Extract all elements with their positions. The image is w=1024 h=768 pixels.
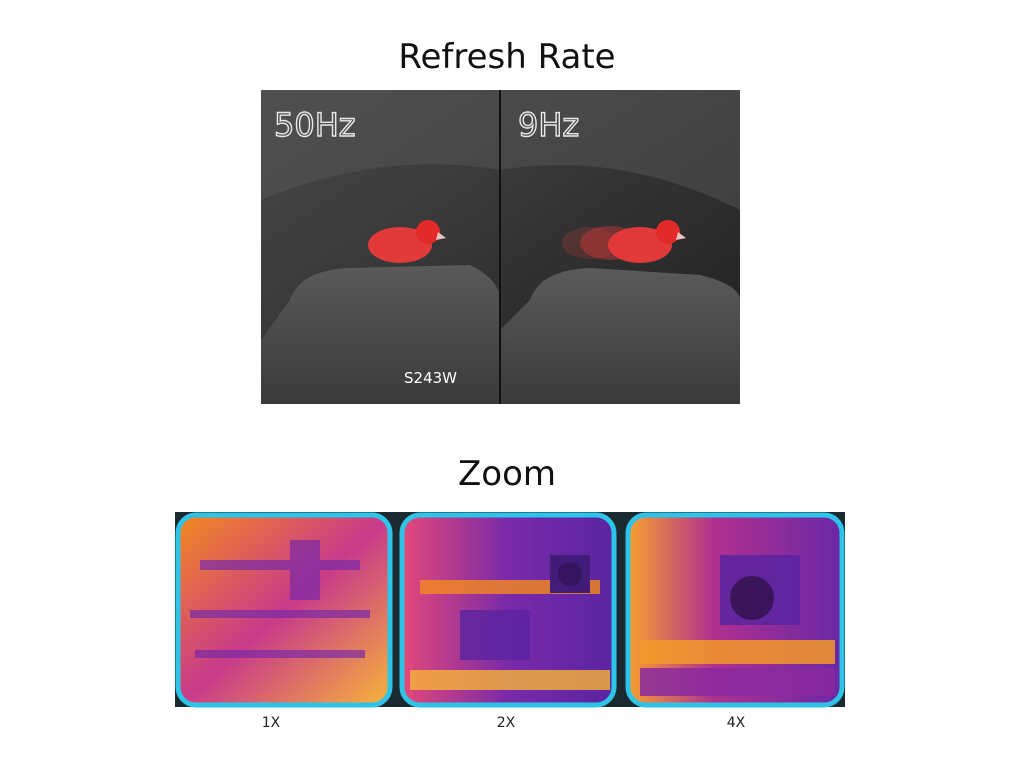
model-label: S243W [404,369,457,387]
section-title: Refresh Rate [398,37,615,77]
zoom-label: 4X [727,715,746,731]
zoom-label: 2X [497,715,516,731]
zoom-label: 1X [262,715,281,731]
refresh-image [261,90,740,404]
section-title: Zoom [458,454,556,494]
refresh-label: 9Hz [518,106,579,144]
zoom-strip [175,512,845,708]
refresh-label: 50Hz [274,106,356,144]
